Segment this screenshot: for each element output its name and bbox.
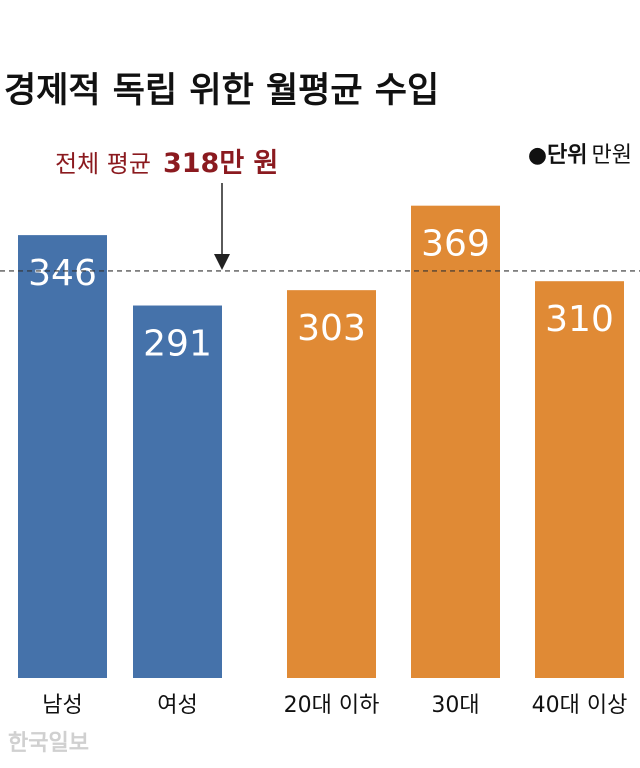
- value-label: 346: [28, 253, 97, 294]
- source: 한국일보: [8, 731, 89, 756]
- average-value-label: 318만 원: [163, 148, 278, 179]
- x-tick-label: 20대 이하: [284, 693, 380, 718]
- value-label: 310: [545, 299, 614, 340]
- x-tick-label: 30대: [431, 693, 479, 718]
- unit-note: ●단위 만원: [528, 143, 632, 168]
- bar: [133, 305, 222, 678]
- bar: [18, 235, 107, 678]
- x-tick-label: 남성: [42, 693, 82, 718]
- arrow-head: [214, 254, 230, 270]
- unit: 만원: [592, 143, 632, 168]
- value-label: 369: [421, 224, 490, 265]
- chart-title: 경제적 독립 위한 월평균 수입: [4, 71, 439, 111]
- x-tick-label: 40대 이상: [532, 693, 628, 718]
- unit-label: ●단위: [528, 143, 588, 168]
- bar: [287, 290, 376, 678]
- x-tick-label: 여성: [157, 693, 197, 718]
- bar: [411, 205, 500, 678]
- value-label: 291: [143, 324, 212, 365]
- average-text: 전체 평균: [55, 150, 151, 178]
- average-annotation: 전체 평균 318만 원: [55, 148, 278, 179]
- bar: [535, 281, 624, 678]
- value-label: 303: [297, 308, 366, 349]
